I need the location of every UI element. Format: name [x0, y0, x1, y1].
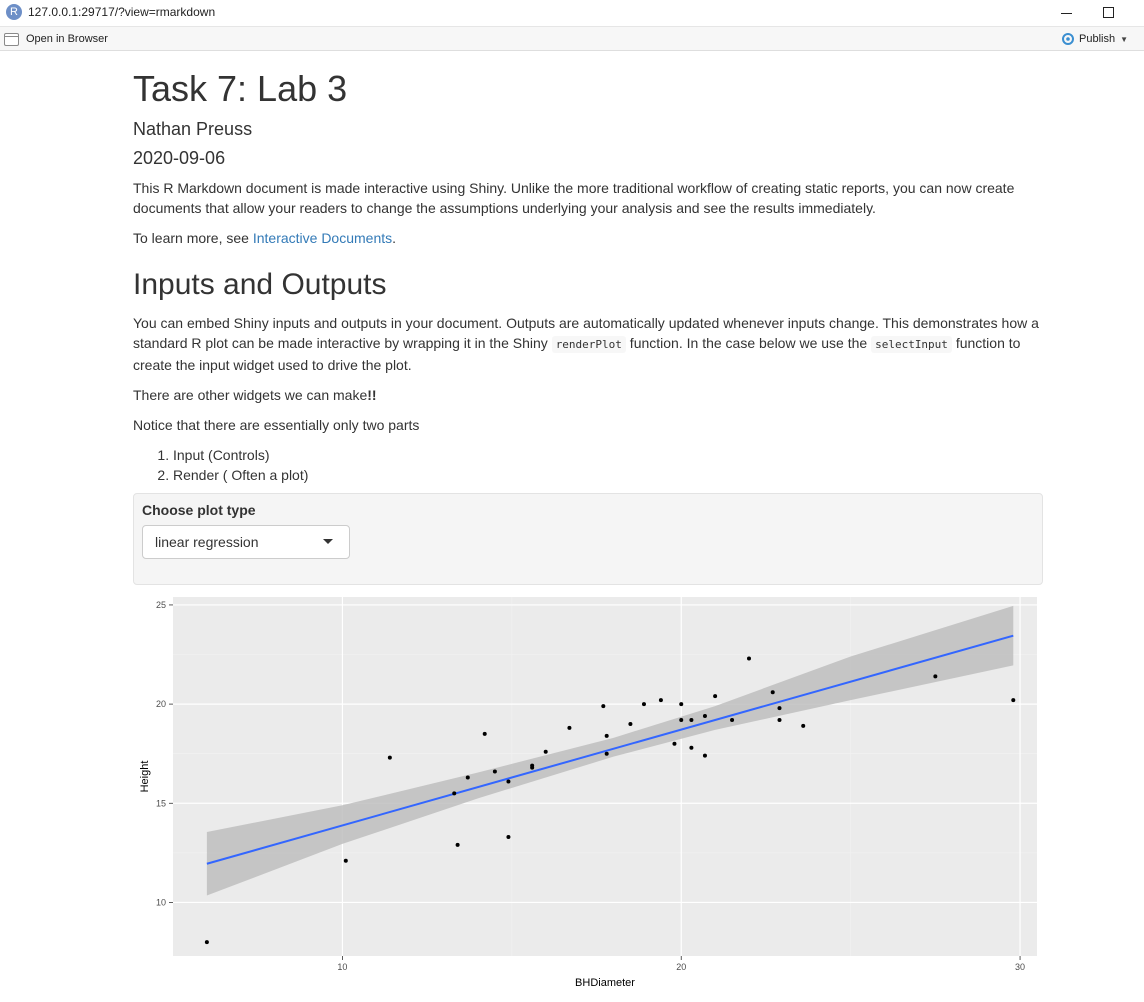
- chevron-down-icon[interactable]: ▼: [1120, 34, 1128, 44]
- data-point: [770, 690, 775, 695]
- data-point: [387, 755, 392, 760]
- renderplot-code: renderPlot: [551, 336, 626, 353]
- publish-icon: [1062, 33, 1074, 45]
- data-point: [452, 791, 457, 796]
- input-panel: Choose plot type linear regression: [133, 493, 1043, 585]
- data-point: [933, 674, 938, 679]
- plot-type-selected-value: linear regression: [155, 534, 259, 550]
- data-point: [689, 745, 694, 750]
- open-in-browser-label: Open in Browser: [26, 33, 108, 45]
- data-point: [343, 858, 348, 863]
- widgets-paragraph: There are other widgets we can make!!: [133, 385, 1043, 405]
- viewer-toolbar: Open in Browser Publish ▼: [0, 27, 1144, 51]
- y-tick-label: 10: [156, 897, 166, 907]
- data-point: [628, 721, 633, 726]
- minimize-icon[interactable]: [1052, 2, 1082, 24]
- document: Task 7: Lab 3 Nathan Preuss 2020-09-06 T…: [133, 51, 1043, 485]
- data-point: [601, 704, 606, 709]
- data-point: [482, 731, 487, 736]
- para1-text-a: You can embed Shiny inputs and outputs i…: [133, 315, 1039, 351]
- data-point: [641, 702, 646, 707]
- intro-paragraph: This R Markdown document is made interac…: [133, 180, 1015, 216]
- data-point: [204, 940, 209, 945]
- x-tick-label: 20: [676, 962, 686, 972]
- learn-more-period: .: [392, 230, 397, 246]
- plot-type-select[interactable]: linear regression: [142, 525, 350, 559]
- widgets-text: There are other widgets we can make: [133, 387, 368, 403]
- y-axis-label: Height: [139, 761, 151, 793]
- list-item: Input (Controls): [173, 445, 1043, 465]
- data-point: [702, 714, 707, 719]
- data-point: [747, 656, 751, 661]
- para1-text-c: function to create the input widget used…: [133, 335, 1021, 373]
- inputs-outputs-paragraph: You can embed Shiny inputs and outputs i…: [133, 313, 1043, 375]
- data-point: [455, 842, 460, 847]
- open-in-browser-button[interactable]: Open in Browser: [4, 31, 108, 47]
- data-point: [679, 717, 684, 722]
- data-point: [777, 717, 782, 722]
- data-point: [506, 779, 511, 784]
- data-point: [730, 717, 735, 722]
- data-point: [506, 834, 511, 839]
- data-point: [713, 694, 718, 699]
- list-item: Render ( Often a plot): [173, 465, 1043, 485]
- data-point: [543, 749, 548, 754]
- data-point: [1011, 698, 1016, 703]
- regression-line: [206, 634, 1014, 865]
- dropdown-caret-icon: [323, 539, 333, 544]
- data-point: [604, 733, 609, 738]
- para1-text-b: function. In the case below we use the: [625, 335, 872, 351]
- data-point: [801, 723, 806, 728]
- window-url: 127.0.0.1:29717/?view=rmarkdown: [28, 5, 216, 19]
- date: 2020-09-06: [133, 148, 226, 168]
- y-tick-label: 20: [156, 699, 166, 709]
- selectinput-code: selectInput: [871, 336, 952, 353]
- section-heading: Inputs and Outputs: [133, 268, 387, 301]
- publish-button[interactable]: Publish ▼: [1061, 31, 1128, 47]
- data-point: [689, 717, 694, 722]
- maximize-icon[interactable]: [1094, 2, 1124, 24]
- parts-list: Input (Controls) Render ( Often a plot): [133, 445, 1043, 485]
- data-point: [604, 751, 609, 756]
- data-point: [672, 741, 677, 746]
- widgets-exclaim: !!: [367, 387, 377, 403]
- plot-output: 10 20 30 10 15 20 25 BHDiameter Height: [133, 593, 1043, 993]
- x-tick-label: 10: [337, 962, 347, 972]
- data-point: [702, 753, 707, 758]
- window-titlebar: R 127.0.0.1:29717/?view=rmarkdown: [0, 0, 1144, 27]
- y-tick-label: 25: [156, 600, 166, 610]
- two-parts-paragraph: Notice that there are essentially only t…: [133, 417, 420, 433]
- data-point: [567, 725, 572, 730]
- data-point: [465, 775, 470, 780]
- author: Nathan Preuss: [133, 119, 253, 139]
- regression-plot: 10 20 30 10 15 20 25 BHDiameter Height: [139, 597, 1037, 989]
- x-axis-label: BHDiameter: [575, 977, 635, 989]
- browser-icon: [4, 32, 19, 46]
- interactive-documents-link[interactable]: Interactive Documents: [252, 230, 393, 246]
- data-point: [679, 702, 684, 707]
- data-point: [492, 769, 497, 774]
- learn-more-text: To learn more, see: [133, 230, 253, 246]
- page-title: Task 7: Lab 3: [133, 68, 348, 109]
- plot-type-label: Choose plot type: [142, 502, 256, 518]
- learn-more-paragraph: To learn more, see Interactive Documents…: [133, 228, 1043, 248]
- data-point: [530, 763, 535, 768]
- x-tick-label: 30: [1015, 962, 1025, 972]
- r-app-icon: R: [6, 4, 22, 20]
- publish-label: Publish: [1079, 33, 1116, 45]
- data-point: [777, 706, 782, 711]
- y-tick-label: 15: [156, 798, 166, 808]
- data-point: [658, 698, 663, 703]
